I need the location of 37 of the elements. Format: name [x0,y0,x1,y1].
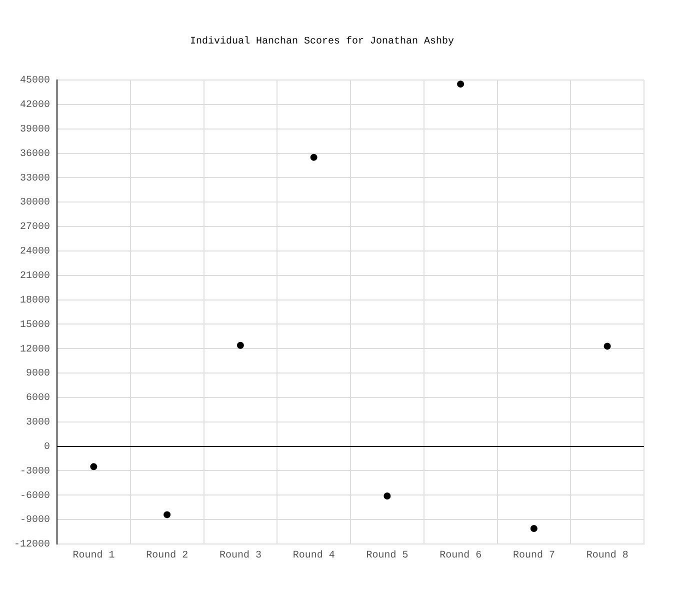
y-tick-label: -12000 [14,540,50,551]
y-tick-label: -6000 [20,490,50,502]
x-tick-label: Round 2 [146,550,188,562]
y-tick-label: 18000 [20,295,50,306]
x-tick-label: Round 8 [586,550,628,562]
y-tick-label: 36000 [20,148,50,160]
x-tick-label: Round 6 [440,550,482,562]
y-tick-label: -9000 [20,515,50,526]
point [530,525,538,532]
y-tick-label: 21000 [20,271,50,282]
y-tick-label: 45000 [20,76,50,87]
point [604,342,611,350]
y-tick-label: -3000 [20,466,50,478]
y-tick-label: 15000 [20,320,50,331]
x-tick-label: Round 7 [512,550,555,562]
point [310,154,318,161]
x-tick-label: Round 4 [292,550,335,562]
y-tick-label: 0 [44,442,50,453]
y-tick-label: 39000 [20,124,50,136]
y-tick-label: 27000 [20,222,50,234]
point [457,80,464,88]
point [90,463,98,470]
y-tick-label: 42000 [20,100,50,112]
y-tick-label: 24000 [20,246,50,258]
y-tick-label: 33000 [20,173,50,184]
y-tick-label: 12000 [20,344,50,356]
point [236,342,244,349]
x-tick-label: Round 3 [219,550,262,562]
y-tick-label: 3000 [26,418,50,429]
x-tick-label: Round 5 [366,550,408,562]
point [164,511,171,518]
y-tick-label: 9000 [26,368,50,380]
chart-title: Individual Hanchan Scores for Jonathan Ashby [190,36,454,48]
y-tick-label: 30000 [20,198,50,209]
point [384,492,391,500]
x-tick-label: Round 1 [72,550,115,562]
y-tick-label: 6000 [26,393,50,404]
